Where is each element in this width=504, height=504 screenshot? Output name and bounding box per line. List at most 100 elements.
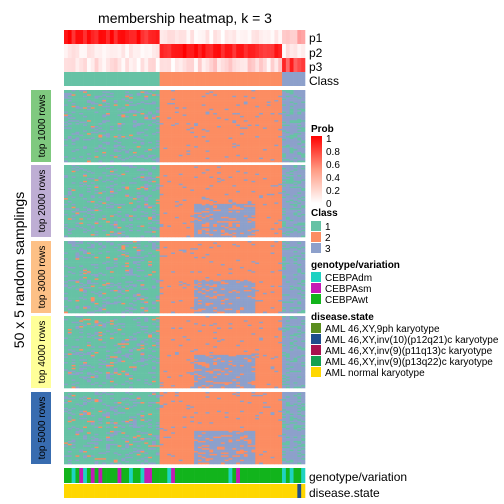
membership-cell [159, 94, 164, 97]
membership-cell [190, 107, 195, 110]
membership-cell [132, 104, 137, 107]
membership-cell [98, 101, 103, 104]
membership-cell [90, 117, 95, 120]
membership-cell [297, 111, 302, 114]
class-cell [194, 72, 199, 86]
membership-cell [117, 94, 122, 97]
prob-cell [213, 58, 218, 72]
prob-cell [109, 44, 115, 58]
membership-cell [75, 110, 80, 112]
membership-cell [209, 102, 214, 105]
membership-cell [239, 105, 245, 108]
membership-cell [255, 114, 260, 117]
membership-cell [297, 160, 302, 163]
membership-cell [247, 107, 252, 110]
membership-cell [297, 115, 302, 118]
membership-cell [98, 111, 103, 114]
membership-cell [205, 92, 210, 95]
membership-cell [106, 101, 111, 104]
membership-cell [94, 114, 99, 117]
membership-cell [94, 100, 99, 102]
membership-cell [109, 98, 115, 101]
membership-cell [205, 118, 210, 121]
membership-cell [167, 113, 172, 115]
membership-cell [285, 104, 290, 107]
membership-cell [259, 95, 264, 98]
membership-cell [239, 107, 245, 110]
membership-cell [232, 115, 237, 118]
membership-cell [117, 107, 122, 110]
membership-cell [113, 121, 118, 124]
membership-cell [201, 108, 206, 111]
membership-cell [178, 110, 183, 112]
membership-cell [239, 95, 245, 98]
membership-cell [67, 98, 72, 101]
membership-cell [117, 104, 122, 107]
membership-cell [205, 114, 210, 117]
membership-cell [228, 110, 233, 112]
membership-cell [79, 102, 84, 105]
membership-cell [236, 120, 241, 122]
membership-cell [270, 95, 275, 98]
membership-cell [86, 123, 92, 125]
membership-cell [266, 108, 271, 111]
prob-cell [178, 44, 183, 58]
membership-cell [102, 107, 107, 110]
membership-cell [282, 91, 287, 94]
membership-cell [178, 98, 183, 101]
prob-cell [197, 30, 203, 44]
membership-cell [94, 90, 99, 92]
membership-cell [285, 121, 290, 124]
membership-cell [186, 102, 191, 105]
membership-cell [94, 101, 99, 104]
membership-cell [167, 108, 172, 111]
membership-cell [113, 100, 118, 102]
membership-cell [301, 98, 306, 101]
membership-cell [155, 123, 160, 125]
membership-cell [106, 113, 111, 115]
membership-cell [79, 101, 84, 104]
membership-cell [94, 104, 99, 107]
membership-cell [102, 104, 107, 107]
prob-cell [140, 44, 145, 58]
membership-cell [113, 105, 118, 108]
membership-cell [289, 90, 294, 92]
membership-cell [247, 113, 252, 115]
membership-cell [67, 92, 72, 95]
prob-cell [129, 30, 134, 44]
membership-cell [194, 94, 199, 97]
membership-cell [197, 160, 203, 163]
membership-cell [155, 94, 160, 97]
membership-cell [289, 115, 294, 118]
membership-cell [67, 120, 72, 122]
membership-cell [167, 123, 172, 125]
membership-cell [90, 108, 95, 111]
membership-cell [64, 94, 69, 97]
membership-cell [64, 107, 69, 110]
membership-cell [155, 115, 160, 118]
prob-cell [282, 44, 287, 58]
membership-cell [121, 98, 126, 101]
membership-cell [259, 115, 264, 118]
class-cell [217, 72, 222, 86]
membership-cell [228, 100, 233, 102]
membership-cell [182, 121, 187, 124]
membership-cell [247, 98, 252, 101]
membership-cell [197, 120, 203, 122]
membership-cell [67, 111, 72, 114]
membership-cell [209, 108, 214, 111]
membership-cell [262, 117, 268, 120]
membership-cell [236, 113, 241, 115]
prob-cell [167, 30, 172, 44]
membership-cell [106, 90, 111, 92]
membership-cell [243, 121, 248, 124]
prob-cell [67, 30, 72, 44]
membership-cell [178, 102, 183, 105]
membership-cell [86, 113, 92, 115]
membership-cell [274, 121, 279, 124]
main-heatmap-body [64, 90, 306, 465]
prob-cell [148, 58, 153, 72]
membership-cell [247, 92, 252, 95]
membership-cell [278, 104, 283, 107]
membership-cell [90, 115, 95, 118]
